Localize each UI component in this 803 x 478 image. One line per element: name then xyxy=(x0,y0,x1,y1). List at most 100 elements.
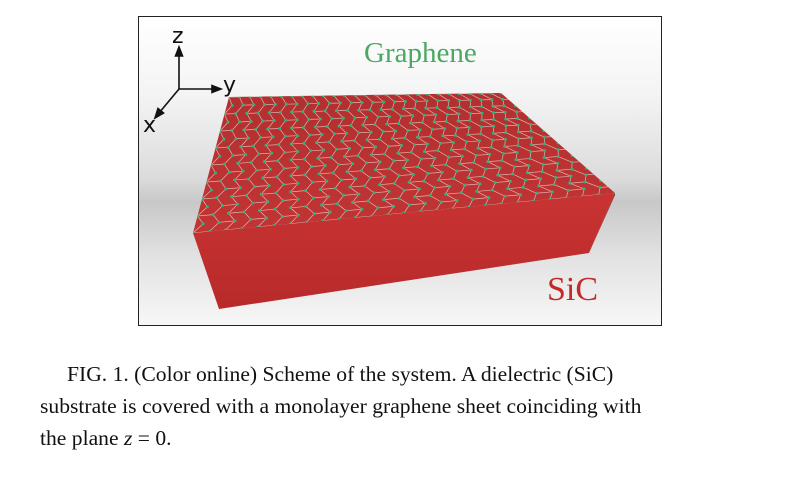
lattice-atom xyxy=(219,179,223,183)
lattice-atom xyxy=(383,175,387,179)
lattice-atom xyxy=(296,165,300,169)
lattice-atom xyxy=(423,201,427,205)
lattice-atom xyxy=(209,163,213,167)
lattice-atom xyxy=(583,180,587,184)
lattice-atom xyxy=(342,155,346,159)
lattice-atom xyxy=(274,191,278,195)
lattice-atom xyxy=(554,175,558,179)
lattice-atom xyxy=(223,112,226,116)
lattice-atom xyxy=(392,100,396,104)
lattice-atom xyxy=(422,179,426,183)
axis-label-y: y xyxy=(223,73,237,98)
lattice-atom xyxy=(441,134,445,138)
lattice-atom xyxy=(397,174,401,178)
lattice-atom xyxy=(555,168,559,172)
lattice-atom xyxy=(502,104,506,108)
lattice-atom xyxy=(568,181,572,185)
lattice-atom xyxy=(351,200,355,204)
lattice-atom xyxy=(455,199,459,203)
lattice-atom xyxy=(365,115,369,119)
lattice-atom xyxy=(290,110,294,114)
lattice-atom xyxy=(354,177,358,181)
lattice-atom xyxy=(357,192,361,196)
lattice-atom xyxy=(261,176,265,180)
lattice-atom xyxy=(220,204,224,208)
lattice-atom xyxy=(224,187,228,191)
lattice-atom xyxy=(265,216,269,220)
lattice-atom xyxy=(249,217,253,221)
lattice-atom xyxy=(257,152,261,156)
lattice-atom xyxy=(318,187,322,191)
lattice-atom xyxy=(222,162,226,166)
lattice-atom xyxy=(407,203,411,207)
lattice-atom xyxy=(487,196,491,200)
lattice-atom xyxy=(284,102,288,106)
lattice-atom xyxy=(337,124,341,128)
lattice-atom xyxy=(373,93,377,97)
lattice-atom xyxy=(237,95,241,99)
lattice-atom xyxy=(457,93,461,96)
lattice-atom xyxy=(278,110,282,114)
lattice-atom xyxy=(251,201,255,205)
lattice-atom xyxy=(295,134,299,138)
lattice-atom xyxy=(457,105,461,109)
lattice-atom xyxy=(387,144,391,148)
lattice-atom xyxy=(273,207,277,211)
lattice-atom xyxy=(218,154,222,158)
lattice-atom xyxy=(584,173,588,177)
lattice-atom xyxy=(332,132,336,136)
lattice-atom xyxy=(397,122,401,125)
lattice-atom xyxy=(214,171,218,175)
figure-caption: FIG. 1. (Color online) Scheme of the sys… xyxy=(40,358,762,454)
lattice-atom xyxy=(323,109,327,113)
lattice-atom xyxy=(304,189,308,193)
lattice-atom xyxy=(488,152,492,156)
lattice-atom xyxy=(479,98,483,102)
lattice-atom xyxy=(433,156,437,160)
lattice-atom xyxy=(400,143,404,147)
lattice-atom xyxy=(480,111,484,115)
lattice-atom xyxy=(457,112,461,116)
lattice-atom xyxy=(406,128,410,132)
lattice-atom xyxy=(247,177,251,181)
lattice-atom xyxy=(196,214,199,218)
lattice-atom xyxy=(266,200,270,204)
lattice-atom xyxy=(413,143,417,147)
lattice-atom xyxy=(397,196,401,200)
lattice-atom xyxy=(365,138,369,142)
lattice-atom xyxy=(490,98,494,102)
lattice-atom xyxy=(335,202,339,206)
lattice-atom xyxy=(328,210,332,214)
lattice-atom xyxy=(281,198,285,202)
lattice-atom xyxy=(230,195,234,199)
lattice-atom xyxy=(252,103,256,107)
lattice-atom xyxy=(459,191,463,195)
lattice-atom xyxy=(267,184,271,188)
lattice-atom xyxy=(423,149,427,153)
lattice-atom xyxy=(372,191,376,195)
lattice-atom xyxy=(239,145,243,149)
lattice-atom xyxy=(529,143,533,147)
lattice-atom xyxy=(598,185,602,189)
lattice-atom xyxy=(521,185,525,189)
lattice-atom xyxy=(307,117,311,121)
lattice-atom xyxy=(281,215,285,219)
lattice-atom xyxy=(542,129,546,132)
lattice-atom xyxy=(419,157,423,161)
lattice-atom xyxy=(486,160,490,164)
lattice-atom xyxy=(480,104,484,108)
lattice-atom xyxy=(364,161,368,165)
lattice-atom xyxy=(233,219,237,223)
lattice-atom xyxy=(542,156,546,160)
lattice-atom xyxy=(368,176,372,180)
lattice-atom xyxy=(447,99,451,103)
figure-panel: z y x Graphene SiC xyxy=(138,16,662,326)
lattice-atom xyxy=(504,124,508,128)
lattice-atom xyxy=(241,103,245,107)
lattice-atom xyxy=(439,200,443,204)
lattice-atom xyxy=(447,155,451,159)
axes-glyph xyxy=(153,44,224,120)
lattice-atom xyxy=(468,112,472,116)
lattice-atom xyxy=(346,108,350,112)
lattice-atom xyxy=(516,123,520,127)
